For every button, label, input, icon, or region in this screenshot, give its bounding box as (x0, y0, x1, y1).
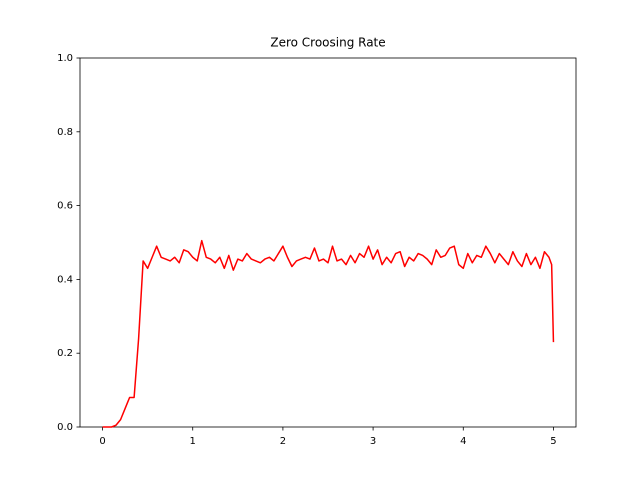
plot-frame (79, 57, 577, 428)
y-tick-label: 0.6 (57, 201, 73, 212)
x-tick-label: 1 (190, 436, 196, 447)
y-tick-label: 0.0 (57, 422, 73, 433)
data-line (102, 239, 555, 428)
y-tick-label: 0.2 (57, 348, 73, 359)
x-tick-label: 0 (99, 436, 105, 447)
x-tick-label: 4 (460, 436, 466, 447)
y-tick-label: 1.0 (57, 53, 73, 64)
chart-title: Zero Croosing Rate (270, 36, 385, 50)
y-tick-label: 0.8 (57, 127, 73, 138)
x-tick-label: 2 (280, 436, 286, 447)
x-tick-label: 3 (370, 436, 376, 447)
y-tick-label: 0.4 (57, 274, 73, 285)
x-tick-label: 5 (550, 436, 556, 447)
